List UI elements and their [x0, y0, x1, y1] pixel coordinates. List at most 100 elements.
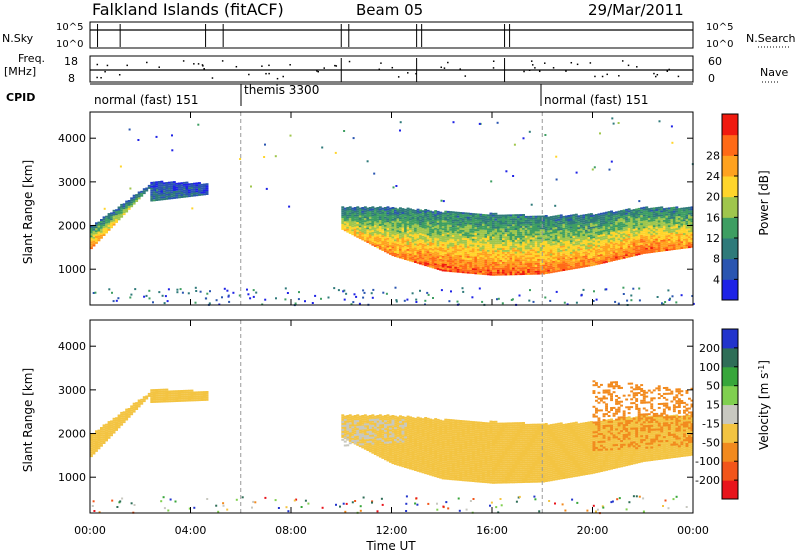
- power-cell: [348, 227, 352, 230]
- velocity-cell: [363, 439, 367, 442]
- power-noise-point: [462, 290, 465, 293]
- power-cell: [391, 216, 395, 219]
- power-cell: [612, 223, 616, 226]
- power-cell: [446, 264, 450, 266]
- power-cell: [107, 226, 111, 229]
- power-cell: [497, 269, 500, 272]
- nave-point: [415, 72, 417, 75]
- power-cell: [567, 264, 571, 267]
- velocity-cell: [363, 447, 367, 450]
- velocity-cell: [371, 439, 375, 442]
- power-cell: [95, 236, 98, 238]
- power-cell: [517, 251, 520, 254]
- power-cell: [554, 217, 558, 220]
- power-cell: [539, 266, 543, 269]
- velocity-cell: [371, 434, 375, 436]
- power-noise-point: [611, 117, 614, 120]
- power-cell: [431, 246, 435, 249]
- power-cell: [650, 251, 654, 253]
- power-cell: [632, 244, 636, 247]
- power-cell: [612, 255, 616, 258]
- power-cell: [368, 222, 372, 225]
- power-cell: [572, 239, 576, 242]
- power-cell: [665, 209, 669, 212]
- power-cell: [549, 218, 553, 221]
- power-cell: [456, 219, 460, 222]
- velocity-cell: [152, 398, 156, 401]
- power-cell: [665, 219, 669, 222]
- power-cell: [439, 268, 443, 271]
- power-noise-point: [284, 298, 287, 301]
- power-cell: [389, 235, 392, 238]
- power-cell: [177, 192, 181, 195]
- power-cell: [587, 233, 591, 236]
- power-cell: [665, 243, 669, 246]
- power-cell: [645, 241, 649, 244]
- velocity-cell: [152, 400, 156, 403]
- power-cell: [426, 245, 430, 248]
- power-cell: [341, 220, 345, 223]
- power-cell: [406, 233, 410, 236]
- velocity-cell: [371, 437, 375, 440]
- power-cell: [396, 232, 400, 235]
- power-cell: [441, 263, 445, 266]
- power-cell: [680, 245, 684, 248]
- power-cell: [574, 225, 578, 228]
- power-cell: [497, 226, 500, 229]
- power-cell: [547, 269, 551, 272]
- power-cell: [625, 220, 629, 223]
- power-cell: [622, 231, 626, 234]
- power-cell: [647, 219, 651, 222]
- power-cell: [90, 239, 93, 242]
- power-cell: [424, 254, 428, 257]
- power-cell: [602, 255, 606, 258]
- power-cell: [487, 267, 490, 270]
- power-cell: [559, 216, 563, 219]
- power-cell: [529, 227, 533, 230]
- velocity-cell: [386, 434, 390, 436]
- power-noise-point: [661, 302, 663, 305]
- power-cell: [368, 228, 372, 231]
- power-cell: [416, 244, 420, 247]
- power-cell: [381, 245, 385, 247]
- velocity-cell: [353, 430, 357, 433]
- power-cell: [509, 224, 513, 227]
- power-cell: [137, 193, 141, 196]
- power-cell: [534, 245, 538, 248]
- velocity-cell: [177, 399, 181, 402]
- power-cell: [527, 259, 531, 262]
- power-cell: [632, 226, 636, 229]
- power-cell: [195, 188, 199, 191]
- power-cell: [564, 264, 568, 267]
- power-cell: [424, 209, 428, 211]
- power-cell: [517, 259, 520, 262]
- power-cell: [361, 216, 365, 219]
- power-cell: [592, 216, 596, 219]
- power-cell: [542, 241, 546, 243]
- power-cell: [90, 245, 93, 248]
- power-cell: [675, 237, 679, 240]
- power-noise-point: [406, 298, 409, 301]
- power-cell: [389, 229, 392, 232]
- power-cell: [657, 218, 661, 221]
- power-cell: [481, 225, 485, 228]
- power-cell: [200, 191, 204, 194]
- power-cell: [647, 229, 651, 232]
- power-cell: [494, 258, 498, 260]
- power-cell: [436, 262, 440, 264]
- power-cell: [497, 273, 500, 276]
- power-noise-point: [630, 294, 633, 297]
- power-cell: [554, 252, 558, 255]
- power-cell: [617, 228, 621, 231]
- power-cell: [494, 273, 498, 276]
- power-cell: [544, 264, 548, 267]
- power-cell: [532, 260, 536, 263]
- power-cell: [569, 259, 573, 262]
- velocity-cell: [115, 427, 118, 429]
- power-cell: [363, 220, 367, 223]
- power-cell: [617, 220, 621, 223]
- power-cell: [532, 270, 536, 273]
- power-cell: [597, 258, 601, 261]
- power-cell: [582, 261, 586, 264]
- power-cell: [476, 250, 480, 253]
